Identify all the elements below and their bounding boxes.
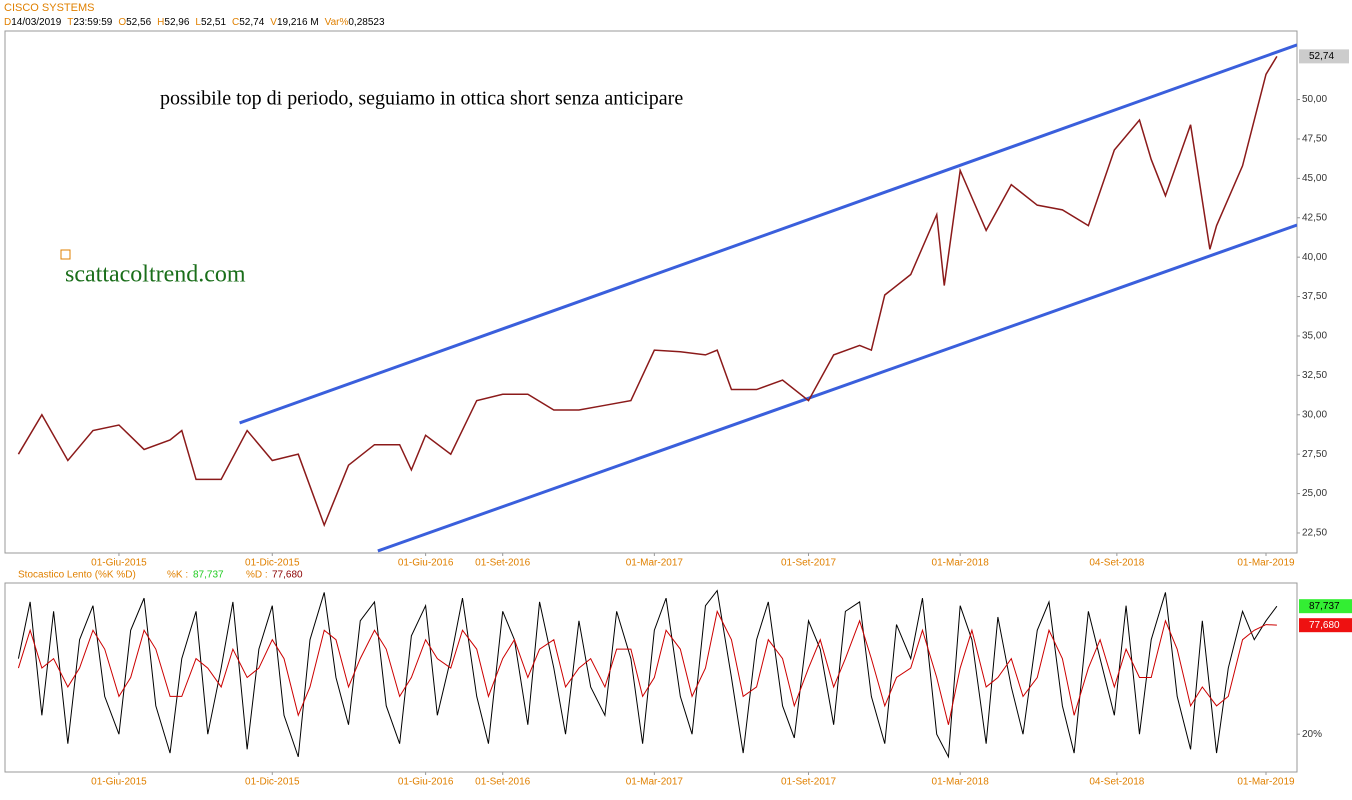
y-tick-label: 47,50 <box>1302 134 1327 145</box>
x-tick-label: 01-Dic-2015 <box>245 777 300 788</box>
legend-name: %K : <box>167 570 188 581</box>
header-key: V <box>270 17 277 28</box>
x-tick-label: 01-Mar-2018 <box>932 777 990 788</box>
data-line <box>17 609 1277 725</box>
header-value: 52,74 <box>239 17 264 28</box>
header-value: 52,51 <box>201 17 226 28</box>
x-tick-label: 04-Set-2018 <box>1089 558 1144 569</box>
y-tick-label: 50,00 <box>1302 94 1327 105</box>
y-tick-label: 27,50 <box>1302 449 1327 460</box>
x-tick-label: 01-Giu-2016 <box>398 558 454 569</box>
last-value-box <box>1299 599 1352 614</box>
header-key: D <box>4 17 11 28</box>
last-value-label: 87,737 <box>1309 601 1340 612</box>
x-tick-label: 01-Dic-2015 <box>245 558 300 569</box>
header-key: C <box>232 17 239 28</box>
x-tick-label: 01-Giu-2015 <box>91 777 147 788</box>
header-value: 52,56 <box>126 17 151 28</box>
x-tick-label: 01-Set-2016 <box>475 777 530 788</box>
legend-value: 77,680 <box>272 570 303 581</box>
last-value-box <box>1299 49 1349 64</box>
header-key: O <box>118 17 126 28</box>
price-panel <box>4 30 1298 554</box>
x-tick-label: 01-Set-2017 <box>781 777 836 788</box>
header-key: Var% <box>325 17 349 28</box>
header-value: 52,96 <box>164 17 189 28</box>
header-value: 19,216 M <box>277 17 319 28</box>
header-value: 23:59:59 <box>73 17 112 28</box>
trend-line <box>377 223 1297 553</box>
x-tick-label: 01-Mar-2019 <box>1237 558 1295 569</box>
x-tick-label: 01-Mar-2018 <box>932 558 990 569</box>
y-tick-label: 40,00 <box>1302 252 1327 263</box>
header-key: T <box>67 17 73 28</box>
x-tick-label: 01-Mar-2019 <box>1237 777 1295 788</box>
x-tick-label: 01-Mar-2017 <box>626 777 684 788</box>
y-tick-label: 37,50 <box>1302 291 1327 302</box>
y-tick-label: 30,00 <box>1302 409 1327 420</box>
x-tick-label: 01-Giu-2015 <box>91 558 147 569</box>
last-value-label: 77,680 <box>1309 620 1340 631</box>
legend-value: 87,737 <box>193 570 224 581</box>
chart-title: CISCO SYSTEMS <box>4 2 94 14</box>
legend-name: %D : <box>246 570 268 581</box>
trend-line <box>239 43 1297 425</box>
last-value-label: 52,74 <box>1309 51 1334 62</box>
x-tick-label: 01-Set-2017 <box>781 558 836 569</box>
x-tick-label: 01-Mar-2017 <box>626 558 684 569</box>
last-value-box <box>1299 618 1352 633</box>
header-key: H <box>157 17 164 28</box>
annotation: possibile top di periodo, seguiamo in ot… <box>160 88 683 110</box>
stochastic-panel <box>4 582 1298 773</box>
indicator-title: Stocastico Lento (%K %D) <box>18 570 136 581</box>
x-tick-label: 01-Giu-2016 <box>398 777 454 788</box>
y-tick-label: 25,00 <box>1302 488 1327 499</box>
y-tick-label: 22,50 <box>1302 528 1327 539</box>
header-key: L <box>195 17 201 28</box>
y-tick-label: 20% <box>1302 729 1322 740</box>
y-tick-label: 32,50 <box>1302 370 1327 381</box>
annotation: scattacoltrend.com <box>65 262 246 288</box>
y-tick-label: 35,00 <box>1302 331 1327 342</box>
header-fields: D14/03/2019 T23:59:59 O52,56 H52,96 L52,51 C5… <box>4 17 385 28</box>
header-value: 0,28523 <box>348 17 385 28</box>
x-tick-label: 01-Set-2016 <box>475 558 530 569</box>
data-line <box>17 55 1278 528</box>
x-tick-label: 04-Set-2018 <box>1089 777 1144 788</box>
header-value: 14/03/2019 <box>11 17 61 28</box>
y-tick-label: 45,00 <box>1302 173 1327 184</box>
annotation-icon <box>60 249 71 260</box>
y-tick-label: 42,50 <box>1302 212 1327 223</box>
